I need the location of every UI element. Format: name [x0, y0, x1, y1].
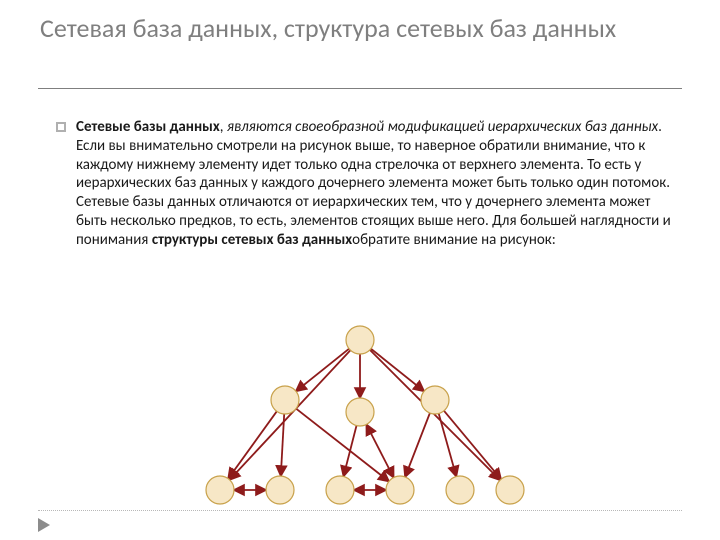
slide: Сетевая база данных, структура сетевых б…	[0, 0, 720, 540]
title-underline	[38, 88, 682, 89]
slide-title: Сетевая база данных, структура сетевых б…	[40, 14, 680, 44]
diagram-edge	[230, 350, 351, 480]
diagram-node	[326, 476, 354, 504]
bullet-square-icon	[56, 122, 66, 132]
paragraph-segment: обратите внимание на рисунок:	[352, 231, 556, 249]
diagram-edge	[444, 411, 501, 479]
diagram-edge	[228, 411, 277, 478]
body-paragraph: Сетевые базы данных, являются своеобразн…	[76, 118, 672, 249]
network-diagram	[190, 320, 530, 520]
diagram-nodes	[206, 326, 524, 504]
network-diagram-svg	[190, 320, 530, 520]
footer-dotted-rule	[38, 510, 682, 511]
paragraph-segment: Сетевые базы данных	[76, 118, 220, 136]
bullet-row: Сетевые базы данных, являются своеобразн…	[56, 118, 672, 249]
diagram-edge	[366, 425, 393, 478]
diagram-edge	[371, 349, 424, 392]
paragraph-segment: структуры сетевых баз данных	[152, 231, 352, 249]
diagram-edge	[405, 413, 430, 477]
diagram-edge	[296, 409, 389, 482]
paragraph-segment: . Если вы внимательно смотрели на рисуно…	[76, 118, 671, 249]
diagram-node	[386, 476, 414, 504]
diagram-node	[346, 398, 374, 426]
diagram-node	[346, 326, 374, 354]
paragraph-segment: являются своеобразной модификацией иерар…	[227, 118, 658, 136]
diagram-edge	[296, 349, 349, 392]
body-block: Сетевые базы данных, являются своеобразн…	[56, 118, 672, 249]
diagram-edge	[344, 426, 357, 477]
diagram-node	[496, 476, 524, 504]
diagram-edge	[370, 350, 500, 480]
diagram-node	[266, 476, 294, 504]
paragraph-segment: ,	[220, 118, 227, 136]
diagram-node	[271, 386, 299, 414]
diagram-node	[421, 386, 449, 414]
diagram-node	[446, 476, 474, 504]
slide-advance-arrow-icon	[38, 518, 54, 537]
diagram-node	[206, 476, 234, 504]
